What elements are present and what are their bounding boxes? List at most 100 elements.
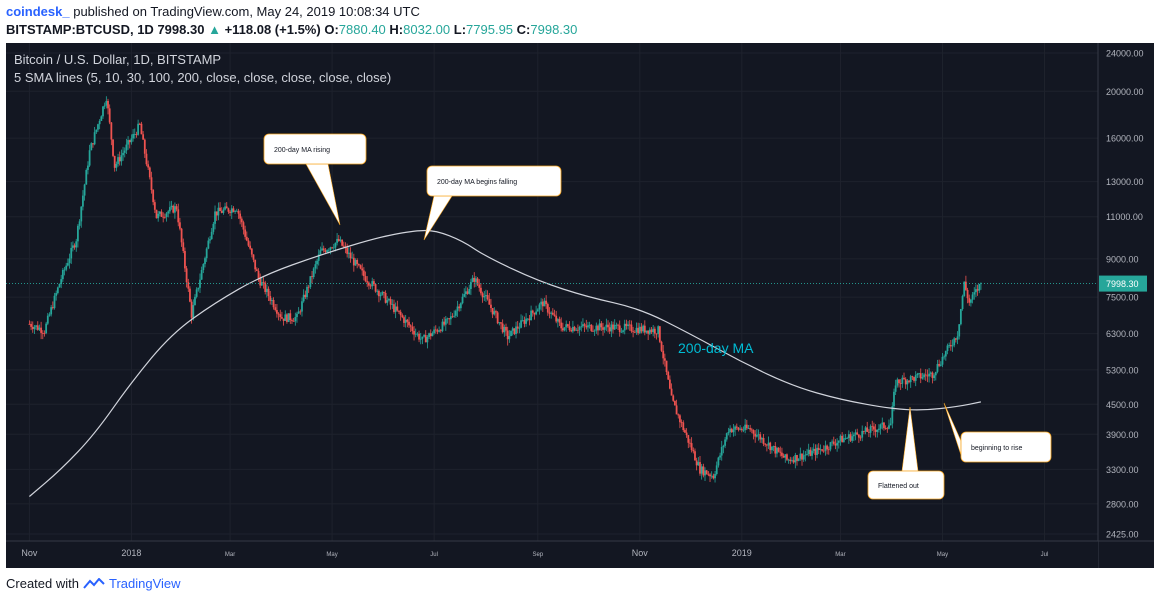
candle-body — [367, 282, 370, 286]
candle-body — [496, 312, 499, 324]
created-with-label: Created with — [6, 576, 79, 591]
candle-body — [314, 264, 317, 269]
candle-body — [971, 294, 974, 300]
candle-body — [904, 379, 907, 385]
x-tick-label: May — [937, 552, 948, 558]
candle-body — [431, 333, 434, 337]
candle-body — [63, 269, 66, 271]
candle-body — [724, 439, 726, 446]
candle-body — [373, 281, 375, 285]
candle-body — [418, 333, 420, 340]
candle-body — [831, 441, 834, 443]
candle-body — [709, 474, 711, 477]
candle-body — [45, 323, 48, 334]
candle-body — [510, 330, 512, 337]
chart-area[interactable]: 200-day MA rising 200-day MA begins falli… — [6, 43, 1154, 568]
candle-body — [175, 206, 178, 210]
chart-background — [6, 43, 1154, 568]
candle-body — [973, 292, 976, 295]
candle-body — [388, 299, 390, 301]
candle-body — [934, 371, 937, 376]
candle-body — [137, 123, 140, 135]
candle-body — [327, 249, 330, 251]
candle-body — [717, 457, 720, 466]
candle-body — [471, 277, 474, 282]
y-tick-label: 7500.00 — [1106, 293, 1139, 303]
annotation-box — [867, 470, 945, 500]
annotation-ma-falling[interactable]: 200-day MA begins falling — [423, 165, 562, 241]
author-link[interactable]: coindesk_ — [6, 4, 70, 19]
candle-body — [336, 238, 339, 243]
candle-body — [936, 364, 939, 372]
candle-body — [685, 432, 688, 436]
candle-body — [620, 331, 623, 333]
candle-body — [250, 248, 253, 255]
candle-body — [490, 304, 492, 309]
low-value: 7795.95 — [466, 22, 514, 37]
candle-body — [408, 321, 410, 326]
candle-body — [747, 428, 750, 429]
candle-body — [279, 314, 282, 318]
candle-body — [97, 124, 99, 130]
candle-body — [896, 379, 899, 386]
candle-body — [274, 307, 277, 311]
time-axis-panel[interactable] — [6, 541, 1098, 568]
candle-body — [378, 290, 380, 297]
candle-body — [406, 319, 409, 322]
candle-body — [980, 283, 982, 285]
candle-body — [762, 437, 765, 444]
open-label: O: — [324, 22, 339, 37]
candle-body — [719, 455, 721, 458]
candle-body — [712, 475, 715, 479]
candle-body — [265, 288, 268, 292]
candle-body — [244, 229, 247, 237]
candle-body — [652, 328, 655, 333]
annotation-box — [960, 431, 1052, 463]
annotation-ma-rising[interactable]: 200-day MA rising — [263, 133, 367, 226]
candle-body — [501, 323, 504, 333]
candle-body — [819, 449, 822, 451]
candle-body — [488, 299, 491, 305]
candle-body — [53, 295, 56, 309]
candle-body — [737, 427, 740, 430]
tradingview-brand-link[interactable]: TradingView — [108, 576, 181, 591]
candle-body — [866, 427, 869, 432]
candle-body — [638, 326, 641, 334]
candle-body — [572, 326, 574, 332]
candle-body — [376, 290, 379, 292]
candle-body — [667, 371, 670, 380]
candle-body — [51, 307, 54, 309]
candle-body — [523, 320, 526, 324]
candle-body — [677, 414, 680, 416]
publish-info: published on TradingView.com, May 24, 20… — [73, 4, 420, 19]
candle-body — [597, 325, 599, 331]
candle-body — [668, 379, 671, 389]
y-tick-label: 2800.00 — [1106, 499, 1139, 509]
x-tick-label: May — [326, 552, 337, 558]
candle-body — [939, 364, 942, 366]
candle-body — [725, 433, 728, 440]
candle-body — [270, 300, 273, 301]
candle-body — [849, 434, 852, 441]
candle-body — [525, 318, 527, 324]
annotation-rise[interactable]: beginning to rise — [943, 402, 1052, 463]
candle-body — [888, 425, 890, 429]
candle-body — [152, 190, 155, 203]
candle-body — [291, 320, 293, 322]
annotation-flattened[interactable]: Flattened out — [867, 406, 945, 500]
candle-body — [627, 324, 629, 326]
candle-body — [953, 338, 956, 346]
publish-header: coindesk_ published on TradingView.com, … — [6, 4, 420, 19]
price-axis-panel[interactable] — [1098, 43, 1154, 568]
candle-body — [690, 443, 693, 451]
candle-body — [287, 313, 290, 322]
candlestick-chart[interactable]: 200-day MA rising 200-day MA begins falli… — [6, 43, 1154, 568]
candle-body — [43, 333, 46, 334]
candle-body — [374, 284, 377, 292]
candle-body — [791, 460, 793, 462]
candle-body — [964, 281, 967, 290]
candle-body — [583, 324, 586, 326]
candle-body — [185, 268, 188, 283]
candle-body — [454, 310, 457, 316]
candle-body — [92, 143, 94, 145]
